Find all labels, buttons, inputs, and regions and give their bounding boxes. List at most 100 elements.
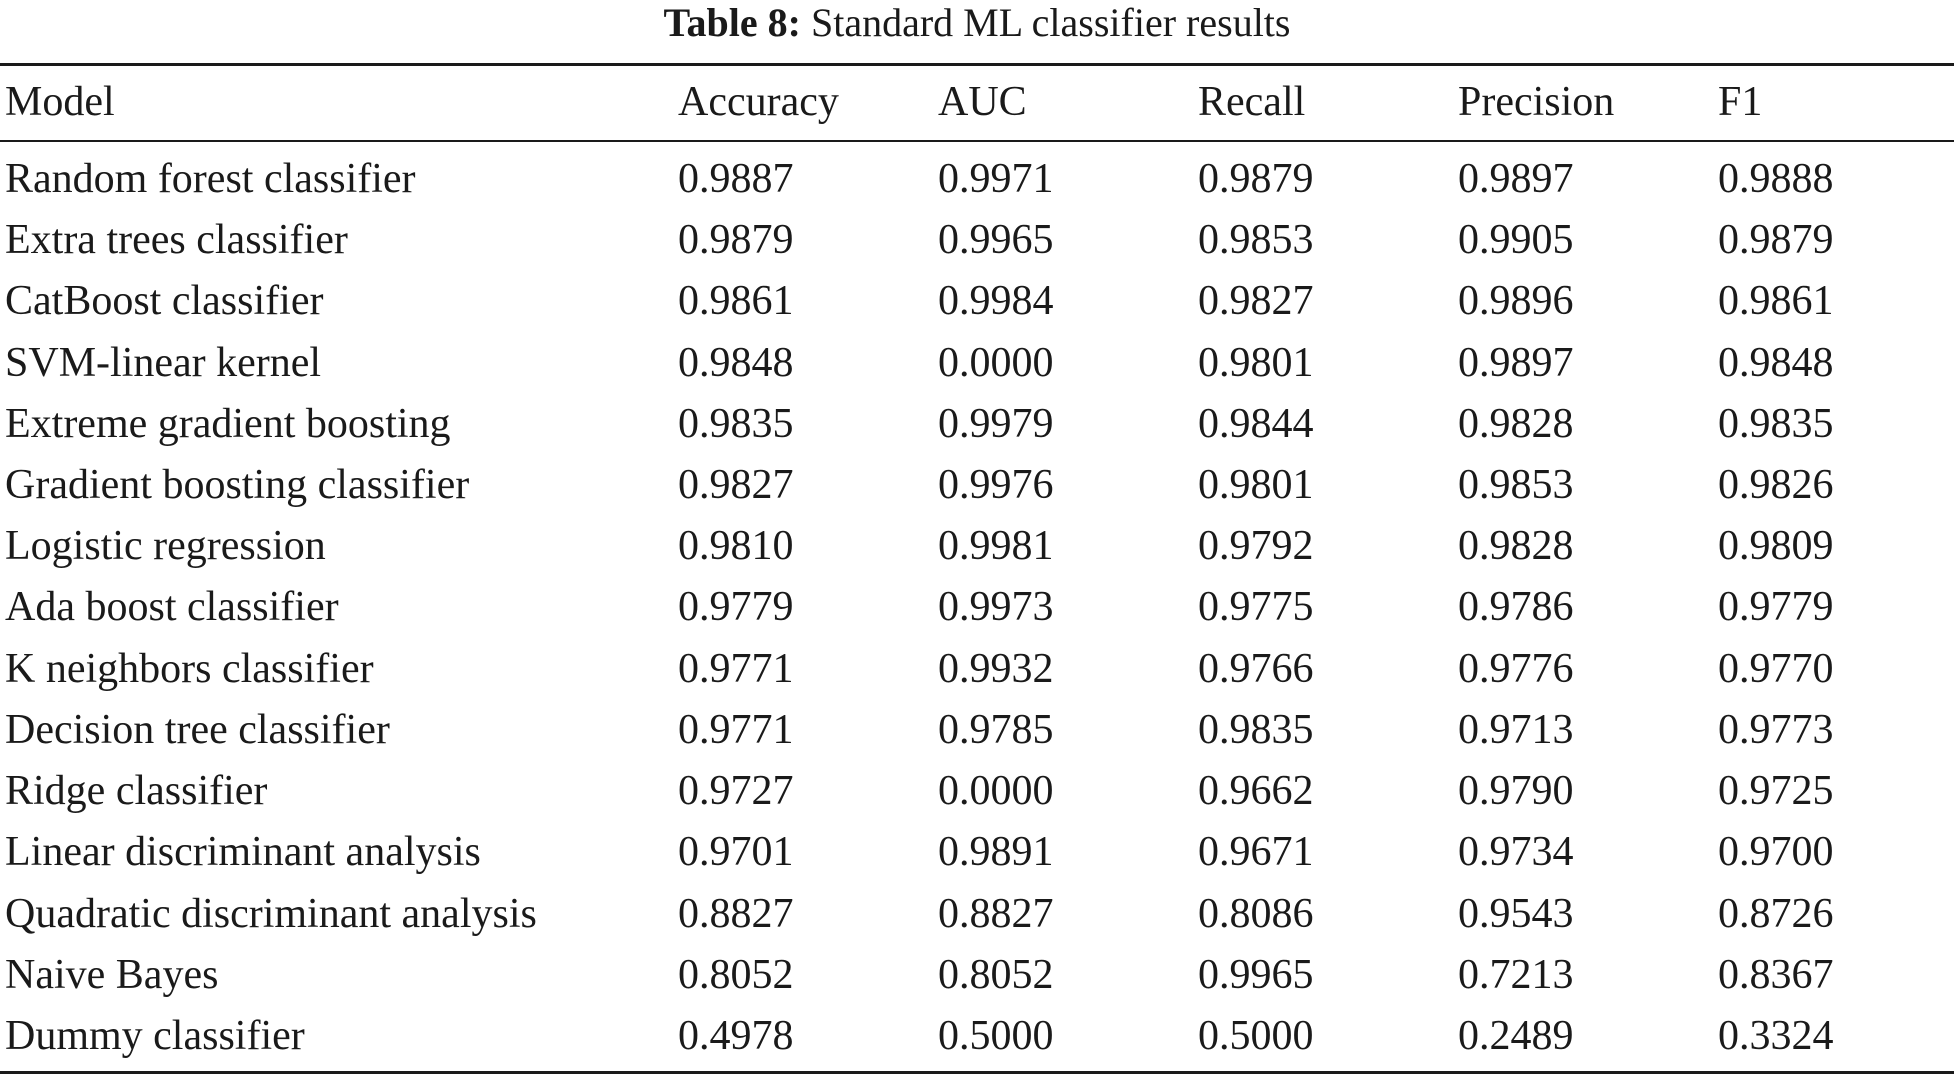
cell-recall: 0.8086 [1198,891,1314,937]
cell-f1: 0.8367 [1718,952,1834,998]
cell-f1: 0.9848 [1718,340,1834,386]
cell-f1: 0.9826 [1718,462,1834,508]
cell-f1: 0.9879 [1718,217,1834,263]
cell-accuracy: 0.9835 [678,401,794,447]
cell-accuracy: 0.9771 [678,646,794,692]
table-row: Extreme gradient boosting 0.9835 0.9979 … [0,394,1954,455]
cell-model: Ridge classifier [5,768,268,814]
cell-precision: 0.9543 [1458,891,1574,937]
cell-recall: 0.9853 [1198,217,1314,263]
cell-recall: 0.9766 [1198,646,1314,692]
cell-model: SVM-linear kernel [5,340,322,386]
cell-auc: 0.9981 [938,523,1054,569]
cell-model: Naive Bayes [5,952,219,998]
cell-f1: 0.8726 [1718,891,1834,937]
cell-recall: 0.5000 [1198,1013,1314,1059]
cell-recall: 0.9792 [1198,523,1314,569]
table-row: Decision tree classifier 0.9771 0.9785 0… [0,700,1954,761]
table-header-rule [0,140,1954,142]
cell-model: K neighbors classifier [5,646,374,692]
cell-accuracy: 0.9848 [678,340,794,386]
cell-model: Linear discriminant analysis [5,829,481,875]
cell-f1: 0.9779 [1718,584,1834,630]
cell-precision: 0.9905 [1458,217,1574,263]
cell-precision: 0.9713 [1458,707,1574,753]
table-bottom-rule [0,1071,1954,1074]
cell-precision: 0.7213 [1458,952,1574,998]
cell-model: Dummy classifier [5,1013,305,1059]
cell-accuracy: 0.9827 [678,462,794,508]
table-row: Ada boost classifier 0.9779 0.9973 0.977… [0,577,1954,638]
cell-model: Gradient boosting classifier [5,462,470,508]
cell-auc: 0.8827 [938,891,1054,937]
cell-recall: 0.9844 [1198,401,1314,447]
header-recall: Recall [1198,79,1306,125]
cell-precision: 0.9828 [1458,401,1574,447]
cell-recall: 0.9801 [1198,340,1314,386]
cell-recall: 0.9965 [1198,952,1314,998]
cell-auc: 0.9971 [938,156,1054,202]
table-row: Linear discriminant analysis 0.9701 0.98… [0,822,1954,883]
cell-f1: 0.9700 [1718,829,1834,875]
cell-accuracy: 0.9771 [678,707,794,753]
table-row: K neighbors classifier 0.9771 0.9932 0.9… [0,639,1954,700]
cell-f1: 0.3324 [1718,1013,1834,1059]
cell-recall: 0.9775 [1198,584,1314,630]
table-row: Dummy classifier 0.4978 0.5000 0.5000 0.… [0,1006,1954,1067]
cell-auc: 0.0000 [938,340,1054,386]
table-row: Ridge classifier 0.9727 0.0000 0.9662 0.… [0,761,1954,822]
table-row: SVM-linear kernel 0.9848 0.0000 0.9801 0… [0,333,1954,394]
cell-precision: 0.9790 [1458,768,1574,814]
cell-model: Random forest classifier [5,156,416,202]
table-row: Quadratic discriminant analysis 0.8827 0… [0,884,1954,945]
table-caption-label: Table 8: [663,0,801,45]
header-model: Model [5,79,115,125]
cell-accuracy: 0.9727 [678,768,794,814]
cell-precision: 0.9896 [1458,278,1574,324]
cell-accuracy: 0.4978 [678,1013,794,1059]
table-row: Gradient boosting classifier 0.9827 0.99… [0,455,1954,516]
cell-auc: 0.9984 [938,278,1054,324]
cell-auc: 0.9785 [938,707,1054,753]
cell-model: Quadratic discriminant analysis [5,891,537,937]
cell-accuracy: 0.8827 [678,891,794,937]
cell-precision: 0.9897 [1458,156,1574,202]
cell-auc: 0.9932 [938,646,1054,692]
cell-precision: 0.9897 [1458,340,1574,386]
cell-recall: 0.9879 [1198,156,1314,202]
cell-model: Extreme gradient boosting [5,401,451,447]
cell-precision: 0.2489 [1458,1013,1574,1059]
cell-recall: 0.9835 [1198,707,1314,753]
cell-f1: 0.9809 [1718,523,1834,569]
cell-f1: 0.9773 [1718,707,1834,753]
cell-auc: 0.9965 [938,217,1054,263]
header-accuracy: Accuracy [678,79,839,125]
cell-auc: 0.8052 [938,952,1054,998]
cell-accuracy: 0.9887 [678,156,794,202]
cell-f1: 0.9725 [1718,768,1834,814]
table-row: Naive Bayes 0.8052 0.8052 0.9965 0.7213 … [0,945,1954,1006]
cell-accuracy: 0.9879 [678,217,794,263]
cell-auc: 0.9979 [938,401,1054,447]
cell-f1: 0.9835 [1718,401,1834,447]
cell-auc: 0.9891 [938,829,1054,875]
cell-model: Ada boost classifier [5,584,339,630]
cell-recall: 0.9801 [1198,462,1314,508]
table-top-rule [0,63,1954,66]
table-caption: Table 8: Standard ML classifier results [0,0,1954,52]
cell-precision: 0.9776 [1458,646,1574,692]
table-header-row: Model Accuracy AUC Recall Precision F1 [0,72,1954,133]
cell-precision: 0.9734 [1458,829,1574,875]
cell-accuracy: 0.9701 [678,829,794,875]
table-row: CatBoost classifier 0.9861 0.9984 0.9827… [0,271,1954,332]
table-row: Extra trees classifier 0.9879 0.9965 0.9… [0,210,1954,271]
cell-recall: 0.9671 [1198,829,1314,875]
cell-auc: 0.0000 [938,768,1054,814]
cell-accuracy: 0.8052 [678,952,794,998]
cell-model: Decision tree classifier [5,707,390,753]
cell-recall: 0.9662 [1198,768,1314,814]
cell-accuracy: 0.9810 [678,523,794,569]
header-f1: F1 [1718,79,1763,125]
cell-precision: 0.9853 [1458,462,1574,508]
cell-auc: 0.5000 [938,1013,1054,1059]
